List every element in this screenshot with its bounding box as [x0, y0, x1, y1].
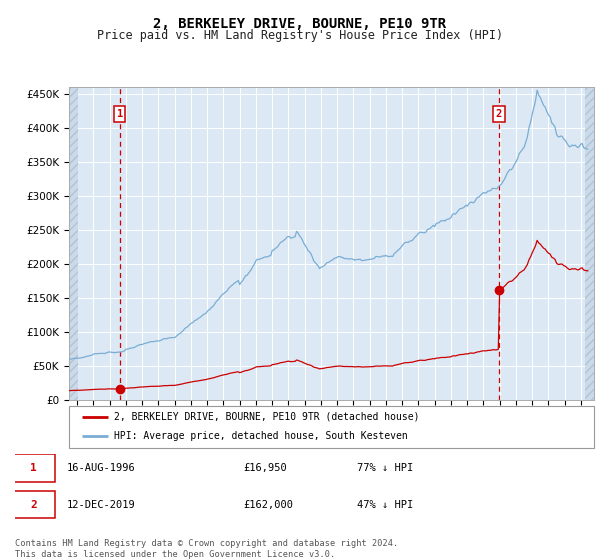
Text: Contains HM Land Registry data © Crown copyright and database right 2024.
This d: Contains HM Land Registry data © Crown c… — [15, 539, 398, 559]
Bar — [69, 87, 79, 400]
Text: 12-DEC-2019: 12-DEC-2019 — [66, 500, 135, 510]
Text: 2: 2 — [31, 500, 37, 510]
Text: Price paid vs. HM Land Registry's House Price Index (HPI): Price paid vs. HM Land Registry's House … — [97, 29, 503, 42]
Text: 1: 1 — [31, 463, 37, 473]
Text: 1: 1 — [116, 109, 123, 119]
FancyBboxPatch shape — [69, 406, 594, 448]
Text: 77% ↓ HPI: 77% ↓ HPI — [357, 463, 413, 473]
Text: 2: 2 — [496, 109, 502, 119]
Text: 2, BERKELEY DRIVE, BOURNE, PE10 9TR: 2, BERKELEY DRIVE, BOURNE, PE10 9TR — [154, 17, 446, 31]
Text: £16,950: £16,950 — [243, 463, 287, 473]
FancyBboxPatch shape — [12, 454, 55, 482]
Text: 2, BERKELEY DRIVE, BOURNE, PE10 9TR (detached house): 2, BERKELEY DRIVE, BOURNE, PE10 9TR (det… — [113, 412, 419, 422]
Text: 47% ↓ HPI: 47% ↓ HPI — [357, 500, 413, 510]
Text: 16-AUG-1996: 16-AUG-1996 — [66, 463, 135, 473]
FancyBboxPatch shape — [12, 491, 55, 519]
Bar — [585, 87, 594, 400]
Text: £162,000: £162,000 — [243, 500, 293, 510]
Text: HPI: Average price, detached house, South Kesteven: HPI: Average price, detached house, Sout… — [113, 431, 407, 441]
